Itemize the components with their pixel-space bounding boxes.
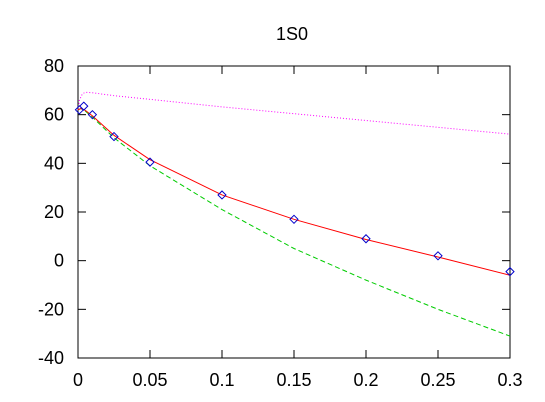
x-tick-label: 0.25 <box>420 370 455 390</box>
y-tick-label: 20 <box>44 202 64 222</box>
data-point-diamond <box>145 157 155 167</box>
chart-title: 1S0 <box>276 24 308 44</box>
data-point-diamond <box>109 131 119 142</box>
series-line-3-solid <box>77 108 511 276</box>
y-tick-label: -40 <box>38 348 64 368</box>
series-layer <box>74 91 515 337</box>
y-tick-label: 40 <box>44 153 64 173</box>
x-tick-label: 0.2 <box>353 370 378 390</box>
data-point-diamond <box>79 101 89 111</box>
x-tick-label: 0.1 <box>209 370 234 390</box>
x-tick-label: 0.15 <box>276 370 311 390</box>
data-point-diamond <box>433 251 443 261</box>
plot-frame <box>77 65 511 359</box>
data-point-diamond <box>505 266 515 277</box>
y-tick-label: 60 <box>44 105 64 125</box>
data-point-diamond <box>217 190 227 200</box>
data-point-diamond <box>87 109 98 120</box>
x-tick-label: 0.3 <box>497 370 522 390</box>
axis-ticks: 0 0.05 0.1 0.15 0.2 0.25 0.3 -40 -20 0 20 40 60 80 <box>38 56 523 390</box>
series-line-2-dashed <box>77 108 511 337</box>
series-line-1-dotted <box>77 91 511 135</box>
x-tick-label: 0.05 <box>132 370 167 390</box>
x-tick-label: 0 <box>73 370 83 390</box>
y-tick-label: 80 <box>44 56 64 76</box>
data-point-diamond <box>289 214 299 225</box>
y-tick-label: 0 <box>54 251 64 271</box>
data-point-diamond <box>361 234 371 244</box>
y-tick-label: -20 <box>38 299 64 319</box>
